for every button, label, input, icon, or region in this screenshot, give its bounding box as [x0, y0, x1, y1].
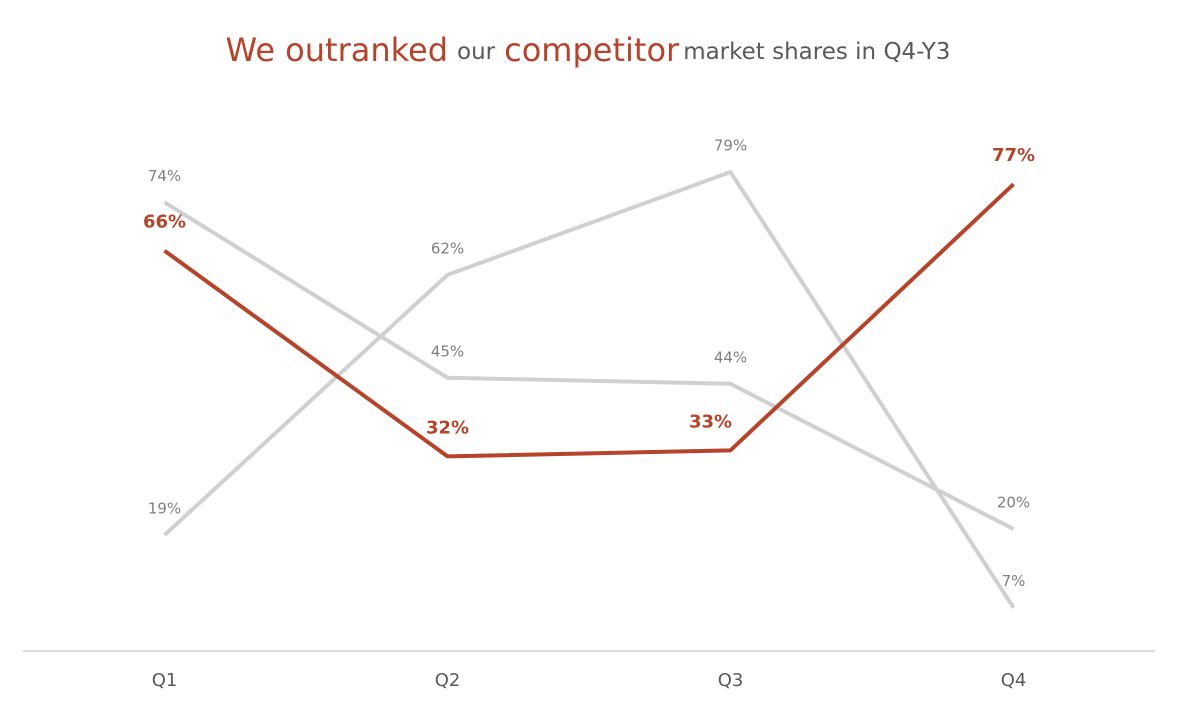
- data-label: 77%: [992, 145, 1035, 166]
- data-label: 79%: [714, 137, 747, 155]
- x-tick-label: Q3: [718, 670, 744, 691]
- x-tick-label: Q4: [1001, 670, 1027, 691]
- chart-title: We outranked our competitor market shares i…: [226, 31, 951, 69]
- series-line: [163, 200, 1015, 531]
- series-line: [163, 170, 1016, 609]
- title-text: our: [457, 39, 496, 65]
- data-label: 20%: [997, 494, 1030, 512]
- x-tick-label: Q1: [152, 670, 178, 691]
- data-label: 7%: [1002, 572, 1026, 590]
- data-label: 74%: [148, 167, 181, 185]
- data-label: 19%: [148, 500, 181, 518]
- title-emphasis: We outranked: [226, 31, 448, 69]
- data-label: 62%: [431, 239, 464, 257]
- series-line: [163, 182, 1015, 459]
- title-emphasis: competitor: [504, 31, 680, 69]
- title-text: market shares in Q4-Y3: [683, 39, 950, 65]
- data-label: 66%: [143, 212, 186, 233]
- data-label: 32%: [426, 417, 469, 438]
- data-label: 44%: [714, 348, 747, 366]
- data-label: 45%: [431, 342, 464, 360]
- data-label: 33%: [689, 411, 732, 432]
- x-tick-label: Q2: [435, 670, 461, 691]
